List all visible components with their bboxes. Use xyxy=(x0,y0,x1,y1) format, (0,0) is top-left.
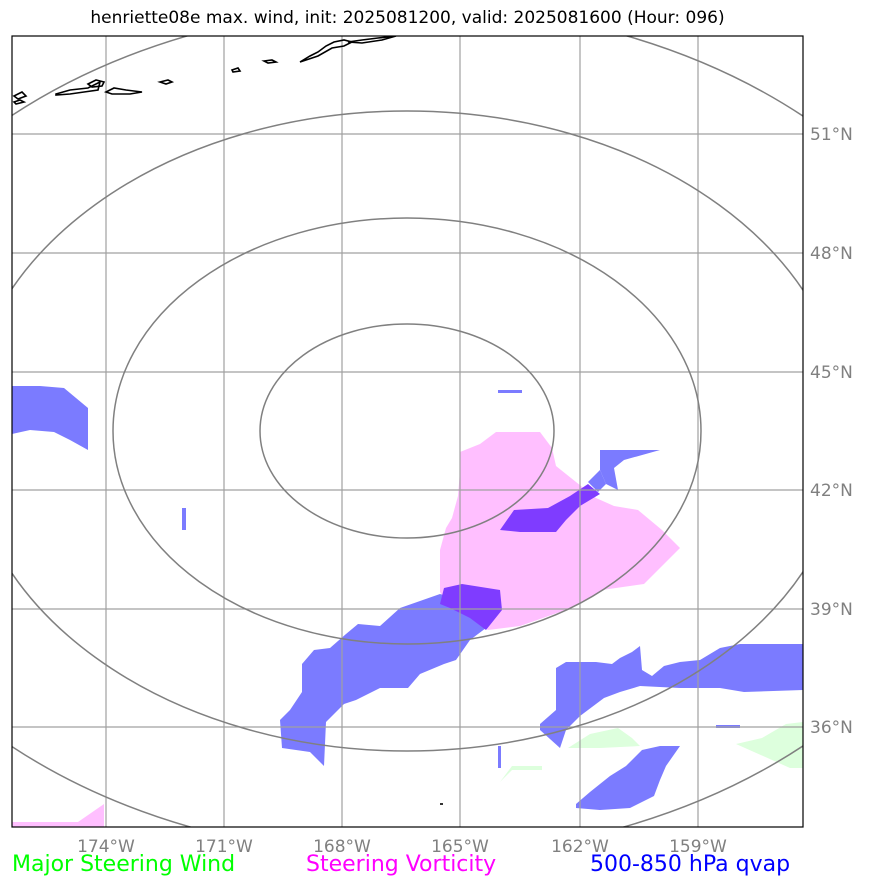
qvap-area-west xyxy=(12,386,88,450)
ring-2 xyxy=(112,217,702,645)
map-title: henriette08e max. wind, init: 2025081200… xyxy=(90,8,725,28)
vorticity-fields xyxy=(12,432,680,827)
qvap-area-north xyxy=(600,450,660,490)
overlap-fields xyxy=(440,484,600,630)
wind-area-3 xyxy=(500,766,542,782)
qvap-fields xyxy=(12,386,803,810)
overlap-area-2 xyxy=(440,584,502,630)
lat-label: 39°N xyxy=(810,600,853,620)
lon-label: 162°W xyxy=(551,837,609,857)
legend-steering-vorticity: Steering Vorticity xyxy=(306,852,497,877)
qvap-area-band xyxy=(280,594,486,766)
coastlines xyxy=(12,36,443,805)
legend-steering-wind: Major Steering Wind xyxy=(12,852,236,877)
qvap-area-east xyxy=(540,644,803,748)
ring-1 xyxy=(259,323,555,539)
ring-3 xyxy=(12,110,803,752)
gridlines xyxy=(12,36,803,827)
vorticity-area-main xyxy=(440,432,680,630)
lat-labels: 51°N 48°N 45°N 42°N 39°N 36°N xyxy=(810,125,853,738)
distance-rings xyxy=(12,36,803,827)
lat-label: 48°N xyxy=(810,244,853,264)
wind-area-1 xyxy=(568,728,640,748)
lat-label: 45°N xyxy=(810,363,853,383)
legend-qvap: 500-850 hPa qvap xyxy=(590,852,791,877)
lon-label: 168°W xyxy=(313,837,371,857)
lon-label: 171°W xyxy=(195,837,253,857)
lon-label: 165°W xyxy=(431,837,489,857)
lon-label: 174°W xyxy=(77,837,135,857)
qvap-area-north-dark-link xyxy=(588,470,606,492)
lon-labels: 174°W 171°W 168°W 165°W 162°W 159°W xyxy=(77,837,727,857)
lat-label: 42°N xyxy=(810,481,853,501)
overlap-area-1 xyxy=(500,484,600,532)
lat-label: 36°N xyxy=(810,718,853,738)
qvap-sliver-1 xyxy=(182,508,186,530)
ring-4 xyxy=(12,36,803,827)
qvap-sliver-2 xyxy=(498,390,522,393)
lon-label: 159°W xyxy=(669,837,727,857)
vorticity-area-corner xyxy=(12,804,104,827)
wind-area-2 xyxy=(736,722,803,768)
qvap-area-south xyxy=(576,746,680,810)
qvap-sliver-4 xyxy=(498,746,501,768)
plot-frame xyxy=(11,35,804,828)
lat-label: 51°N xyxy=(810,125,853,145)
